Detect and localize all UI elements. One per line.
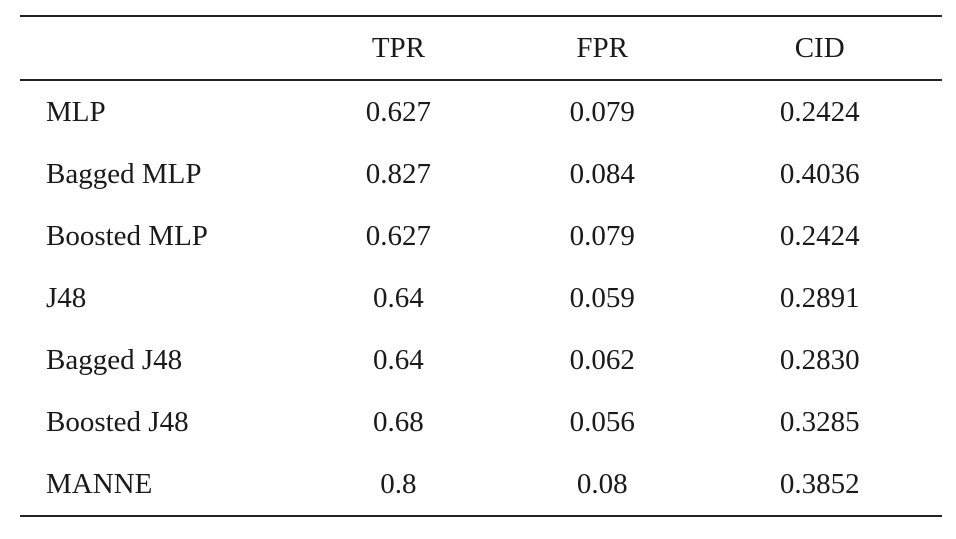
cell-cid: 0.2424 <box>779 219 860 252</box>
cell-tpr: 0.68 <box>373 405 424 438</box>
cell-fpr: 0.062 <box>569 343 635 376</box>
cell-cid: 0.2891 <box>779 281 860 314</box>
cell-fpr: 0.059 <box>569 281 635 314</box>
header-tpr: TPR <box>371 31 425 64</box>
cell-fpr: 0.08 <box>576 467 628 500</box>
table-row: Bagged MLP 0.827 0.084 0.4036 <box>20 143 942 205</box>
cell-cid: 0.3852 <box>779 467 860 500</box>
header-cid: CID <box>794 31 845 64</box>
cell-method: MLP <box>46 95 106 128</box>
header-method <box>20 16 290 80</box>
cell-method: MANNE <box>46 467 153 500</box>
cell-fpr: 0.079 <box>569 95 635 128</box>
cell-method: Boosted MLP <box>46 219 208 252</box>
cell-cid: 0.2830 <box>779 343 860 376</box>
table-row: Boosted MLP 0.627 0.079 0.2424 <box>20 205 942 267</box>
cell-method: Boosted J48 <box>46 405 189 438</box>
cell-fpr: 0.056 <box>569 405 635 438</box>
cell-cid: 0.3285 <box>779 405 860 438</box>
header-row: TPR FPR CID <box>20 16 942 80</box>
results-table-container: TPR FPR CID MLP 0.627 0.079 0.2424 Bagge… <box>20 15 942 517</box>
cell-fpr: 0.084 <box>569 157 635 190</box>
cell-cid: 0.2424 <box>779 95 860 128</box>
table-row: MLP 0.627 0.079 0.2424 <box>20 80 942 143</box>
cell-method: Bagged J48 <box>46 343 183 376</box>
table-body: MLP 0.627 0.079 0.2424 Bagged MLP 0.827 … <box>20 80 942 516</box>
table-row: Bagged J48 0.64 0.062 0.2830 <box>20 329 942 391</box>
cell-tpr: 0.64 <box>373 281 424 314</box>
cell-fpr: 0.079 <box>569 219 635 252</box>
cell-tpr: 0.8 <box>380 467 417 500</box>
table-row: J48 0.64 0.059 0.2891 <box>20 267 942 329</box>
cell-tpr: 0.827 <box>365 157 432 190</box>
table-row: MANNE 0.8 0.08 0.3852 <box>20 453 942 516</box>
cell-cid: 0.4036 <box>779 157 860 190</box>
cell-method: J48 <box>46 281 87 314</box>
cell-tpr: 0.627 <box>365 219 432 252</box>
cell-tpr: 0.64 <box>373 343 424 376</box>
table-row: Boosted J48 0.68 0.056 0.3285 <box>20 391 942 453</box>
header-fpr: FPR <box>576 31 628 64</box>
cell-method: Bagged MLP <box>46 157 202 190</box>
table-header: TPR FPR CID <box>20 16 942 80</box>
results-table: TPR FPR CID MLP 0.627 0.079 0.2424 Bagge… <box>20 15 942 517</box>
cell-tpr: 0.627 <box>365 95 432 128</box>
